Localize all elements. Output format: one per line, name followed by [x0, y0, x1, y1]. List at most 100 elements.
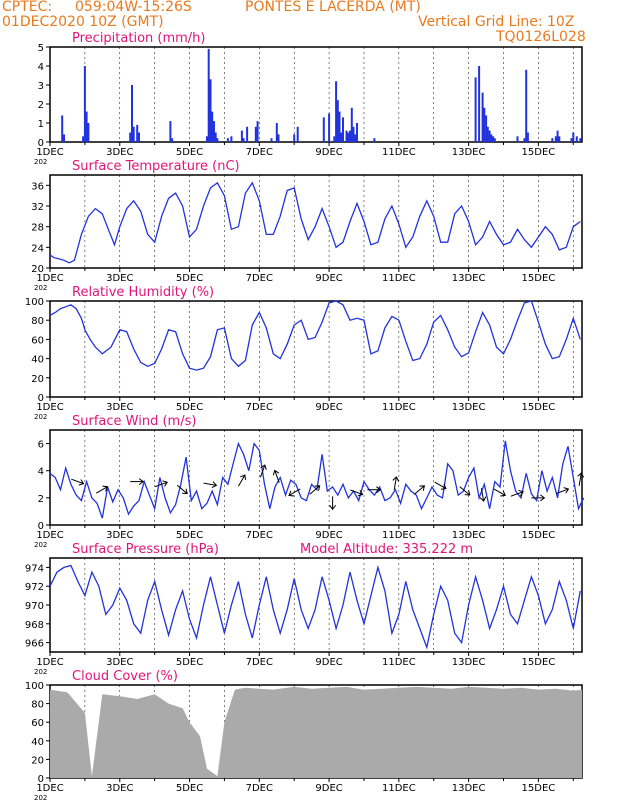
- precip-bar: [516, 136, 519, 142]
- precip-bar: [254, 126, 257, 142]
- wind-arrow: [95, 485, 109, 494]
- panel-title: Relative Humidity (%): [72, 285, 214, 300]
- precip-bar: [554, 136, 557, 142]
- x-tick-label: 11DEC: [382, 657, 416, 668]
- y-tick-label: 32: [31, 202, 44, 213]
- x-tick-label: 5DEC: [176, 530, 203, 541]
- x-tick-label: 15DEC: [522, 402, 556, 413]
- series-line-1: [49, 181, 581, 264]
- y-tick-label: 28: [31, 223, 44, 234]
- x-tick-label: 5DEC: [176, 273, 203, 284]
- y-tick-label: 24: [31, 243, 44, 254]
- precip-bar: [61, 115, 64, 142]
- precip-bar: [486, 126, 489, 142]
- precip-bar: [575, 136, 578, 142]
- y-tick-label: 0: [38, 393, 44, 404]
- precip-bar: [478, 66, 481, 142]
- year-fragment-label: 202: [34, 158, 47, 166]
- precip-bar: [551, 138, 554, 142]
- model-altitude-label: Model Altitude: 335.222 m: [300, 542, 473, 557]
- precip-bar: [526, 132, 529, 142]
- precip-bar: [345, 130, 348, 142]
- precip-bar: [296, 126, 299, 142]
- panel-frame: [49, 174, 583, 269]
- x-tick-label: 13DEC: [452, 273, 486, 284]
- precip-bar: [336, 100, 339, 142]
- x-tick-label: 9DEC: [315, 402, 342, 413]
- precip-bar: [352, 126, 355, 142]
- x-tick-label: 3DEC: [106, 657, 133, 668]
- x-tick-label: 5DEC: [176, 402, 203, 413]
- x-tick-label: 15DEC: [522, 657, 556, 668]
- precip-bar: [63, 134, 65, 142]
- panel-title: Surface Temperature (nC): [72, 159, 240, 174]
- precip-bar: [349, 130, 351, 142]
- x-tick-label: 1DEC: [36, 783, 63, 794]
- y-tick-label: 5: [38, 43, 44, 54]
- y-tick-label: 20: [31, 264, 44, 275]
- y-tick-label: 20: [31, 374, 44, 385]
- x-tick-label: 13DEC: [452, 783, 486, 794]
- y-tick-label: 966: [25, 639, 44, 650]
- precip-bar: [171, 138, 174, 142]
- x-tick-label: 7DEC: [246, 657, 273, 668]
- x-tick-label: 1DEC: [36, 530, 63, 541]
- x-tick-label: 7DEC: [246, 273, 273, 284]
- precip-bar: [356, 123, 358, 142]
- x-tick-label: 3DEC: [106, 783, 133, 794]
- y-tick-label: 970: [25, 601, 44, 612]
- wind-arrow: [367, 486, 382, 494]
- wind-arrow: [414, 485, 426, 495]
- x-tick-label: 9DEC: [315, 273, 342, 284]
- wind-arrow: [329, 496, 337, 511]
- y-tick-label: 0: [38, 138, 44, 149]
- precip-bar: [335, 81, 338, 142]
- x-tick-label: 11DEC: [382, 402, 416, 413]
- x-tick-label: 1DEC: [36, 273, 63, 284]
- y-tick-label: 60: [31, 718, 44, 729]
- precip-bar: [277, 134, 280, 142]
- x-tick-label: 3DEC: [106, 530, 133, 541]
- x-tick-label: 13DEC: [452, 402, 486, 413]
- y-tick-label: 972: [25, 582, 44, 593]
- precip-bar: [525, 69, 528, 142]
- precip-bar: [87, 123, 90, 142]
- wind-arrow: [272, 469, 280, 483]
- series-line-3: [49, 440, 585, 519]
- grid-note-label: Vertical Grid Line: 10Z: [418, 14, 575, 30]
- x-tick-label: 15DEC: [522, 530, 556, 541]
- y-tick-label: 40: [31, 737, 44, 748]
- wind-arrow: [203, 481, 218, 489]
- precip-bar: [240, 130, 243, 142]
- x-tick-label: 15DEC: [522, 147, 556, 158]
- wind-arrow: [459, 486, 471, 496]
- wind-arrow: [259, 464, 267, 478]
- precip-bar: [226, 138, 229, 142]
- precip-bar: [129, 132, 132, 142]
- y-tick-label: 0: [38, 774, 44, 785]
- panel-title: Precipitation (mm/h): [72, 31, 205, 46]
- precip-bar: [206, 136, 208, 142]
- y-tick-label: 40: [31, 355, 44, 366]
- panel-frame: [49, 300, 583, 398]
- precip-bar: [207, 48, 210, 142]
- precip-bar: [256, 121, 259, 142]
- precip-bar: [342, 117, 344, 142]
- precip-bar: [132, 126, 135, 142]
- wind-arrow: [130, 478, 145, 486]
- y-tick-label: 100: [25, 297, 44, 308]
- precip-bar: [488, 130, 491, 142]
- precip-bar: [322, 117, 325, 142]
- series-line-4: [49, 564, 581, 650]
- x-tick-label: 3DEC: [106, 147, 133, 158]
- wind-arrow: [237, 474, 246, 487]
- y-tick-label: 974: [25, 563, 44, 574]
- y-tick-label: 2: [38, 100, 44, 111]
- x-tick-label: 15DEC: [522, 273, 556, 284]
- wind-arrow: [434, 481, 447, 490]
- precip-bar: [131, 85, 133, 142]
- year-fragment-label: 202: [34, 413, 47, 421]
- x-tick-label: 5DEC: [176, 657, 203, 668]
- year-fragment-label: 202: [34, 794, 47, 800]
- precip-bar: [347, 132, 350, 142]
